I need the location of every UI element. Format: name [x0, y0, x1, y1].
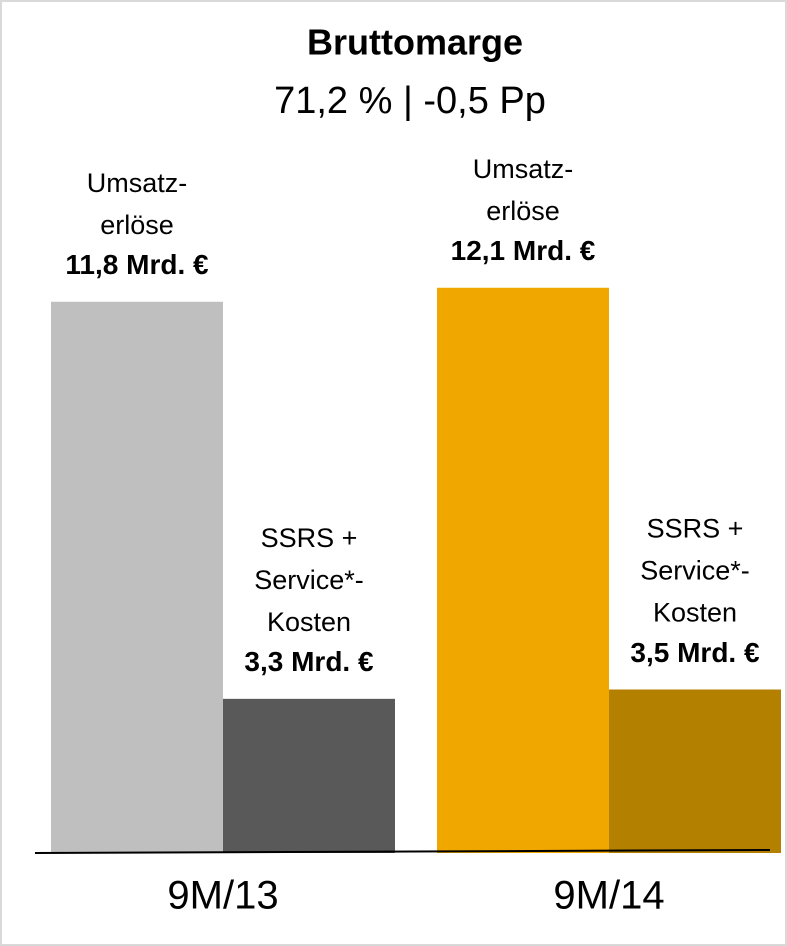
axis-line — [34, 849, 771, 854]
chart-subtitle: 71,2 % | -0,5 Pp — [274, 80, 546, 122]
value-label: 3,3 Mrd. € — [244, 646, 374, 677]
bar-label: Service*- — [254, 565, 364, 595]
bar-label: SSRS + — [647, 514, 744, 544]
value-label: 11,8 Mrd. € — [65, 249, 209, 280]
bar-label: erlöse — [486, 196, 560, 226]
bar-label: Kosten — [653, 598, 737, 628]
bar — [437, 287, 609, 853]
bar-label: Kosten — [267, 607, 351, 637]
bar-label: Service*- — [640, 556, 750, 586]
bar-label: erlöse — [100, 210, 174, 240]
bar-label: Umsatz- — [473, 154, 574, 184]
bar — [223, 698, 395, 853]
value-label: 12,1 Mrd. € — [451, 235, 596, 266]
x-tick-label: 9M/13 — [167, 874, 278, 918]
bar-label: SSRS + — [261, 523, 358, 553]
value-label: 3,5 Mrd. € — [630, 637, 760, 668]
x-tick-label: 9M/14 — [553, 874, 664, 918]
bar — [609, 689, 781, 853]
bar — [51, 301, 223, 853]
bar-label: Umsatz- — [87, 168, 188, 198]
chart-title: Bruttomarge — [307, 22, 523, 63]
